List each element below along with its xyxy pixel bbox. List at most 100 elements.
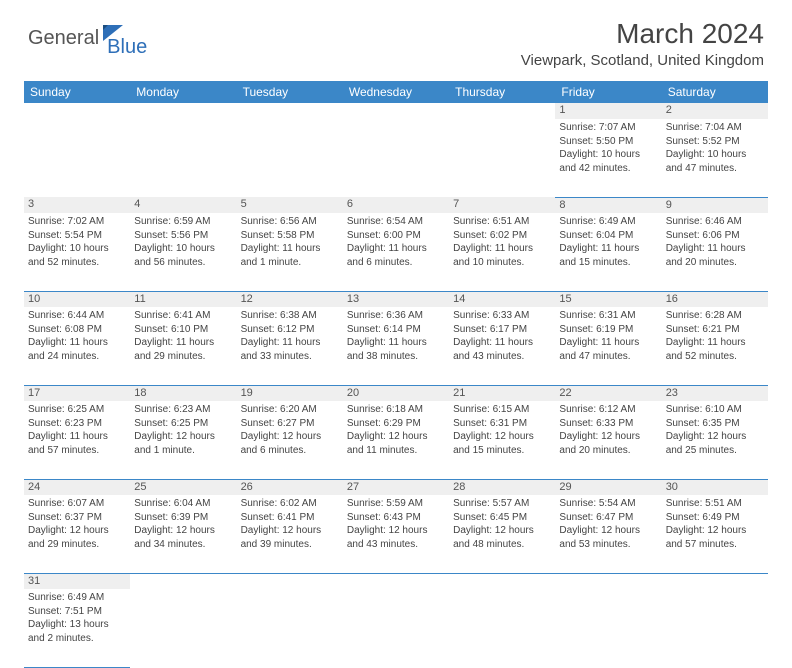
day-number-row: 24252627282930 (24, 479, 768, 495)
d1-text: Daylight: 12 hours (453, 524, 551, 538)
day-cell: Sunrise: 6:20 AMSunset: 6:27 PMDaylight:… (237, 401, 343, 479)
day-content: Sunrise: 7:02 AMSunset: 5:54 PMDaylight:… (24, 213, 130, 272)
sunset-text: Sunset: 5:56 PM (134, 229, 232, 243)
sunset-text: Sunset: 6:06 PM (666, 229, 764, 243)
d2-text: and 53 minutes. (559, 538, 657, 552)
sunset-text: Sunset: 6:04 PM (559, 229, 657, 243)
d1-text: Daylight: 10 hours (666, 148, 764, 162)
title-block: March 2024 Viewpark, Scotland, United Ki… (521, 18, 764, 69)
day-cell: Sunrise: 5:54 AMSunset: 6:47 PMDaylight:… (555, 495, 661, 573)
day-number-cell: 6 (343, 197, 449, 213)
day-number-cell: 27 (343, 479, 449, 495)
day-number-cell: 10 (24, 291, 130, 307)
day-number-cell: 26 (237, 479, 343, 495)
day-cell: Sunrise: 7:04 AMSunset: 5:52 PMDaylight:… (662, 119, 768, 197)
day-header: Saturday (662, 81, 768, 103)
d2-text: and 42 minutes. (559, 162, 657, 176)
day-cell: Sunrise: 6:25 AMSunset: 6:23 PMDaylight:… (24, 401, 130, 479)
week-row: Sunrise: 6:25 AMSunset: 6:23 PMDaylight:… (24, 401, 768, 479)
sunrise-text: Sunrise: 6:07 AM (28, 497, 126, 511)
d2-text: and 33 minutes. (241, 350, 339, 364)
sunrise-text: Sunrise: 6:49 AM (28, 591, 126, 605)
d2-text: and 29 minutes. (28, 538, 126, 552)
day-number-cell: 22 (555, 385, 661, 401)
day-cell (343, 589, 449, 667)
day-cell: Sunrise: 6:18 AMSunset: 6:29 PMDaylight:… (343, 401, 449, 479)
sunset-text: Sunset: 6:47 PM (559, 511, 657, 525)
d2-text: and 48 minutes. (453, 538, 551, 552)
d1-text: Daylight: 12 hours (134, 430, 232, 444)
sunrise-text: Sunrise: 6:02 AM (241, 497, 339, 511)
d2-text: and 1 minute. (241, 256, 339, 270)
day-cell: Sunrise: 6:49 AMSunset: 7:51 PMDaylight:… (24, 589, 130, 667)
day-number-cell (237, 103, 343, 119)
sunset-text: Sunset: 6:45 PM (453, 511, 551, 525)
sunrise-text: Sunrise: 7:07 AM (559, 121, 657, 135)
d1-text: Daylight: 11 hours (347, 242, 445, 256)
day-cell (662, 589, 768, 667)
day-number-cell: 21 (449, 385, 555, 401)
day-header: Monday (130, 81, 236, 103)
d2-text: and 57 minutes. (666, 538, 764, 552)
day-number-cell: 18 (130, 385, 236, 401)
d1-text: Daylight: 12 hours (347, 524, 445, 538)
sunset-text: Sunset: 6:27 PM (241, 417, 339, 431)
sunrise-text: Sunrise: 6:38 AM (241, 309, 339, 323)
sunset-text: Sunset: 6:33 PM (559, 417, 657, 431)
sunrise-text: Sunrise: 6:10 AM (666, 403, 764, 417)
day-number-row: 10111213141516 (24, 291, 768, 307)
sunrise-text: Sunrise: 5:57 AM (453, 497, 551, 511)
d2-text: and 20 minutes. (666, 256, 764, 270)
d2-text: and 29 minutes. (134, 350, 232, 364)
d1-text: Daylight: 11 hours (453, 242, 551, 256)
sunrise-text: Sunrise: 6:36 AM (347, 309, 445, 323)
day-number-cell (449, 573, 555, 589)
sunrise-text: Sunrise: 6:20 AM (241, 403, 339, 417)
day-number-cell: 14 (449, 291, 555, 307)
day-cell (237, 119, 343, 197)
d2-text: and 24 minutes. (28, 350, 126, 364)
d2-text: and 6 minutes. (347, 256, 445, 270)
d2-text: and 47 minutes. (666, 162, 764, 176)
day-content: Sunrise: 6:12 AMSunset: 6:33 PMDaylight:… (555, 401, 661, 460)
day-content: Sunrise: 6:04 AMSunset: 6:39 PMDaylight:… (130, 495, 236, 554)
day-cell: Sunrise: 6:15 AMSunset: 6:31 PMDaylight:… (449, 401, 555, 479)
d1-text: Daylight: 12 hours (559, 430, 657, 444)
d2-text: and 2 minutes. (28, 632, 126, 646)
day-cell (555, 589, 661, 667)
week-row: Sunrise: 6:07 AMSunset: 6:37 PM Daylight:… (24, 495, 768, 573)
day-content: Sunrise: 6:25 AMSunset: 6:23 PMDaylight:… (24, 401, 130, 460)
d1-text: Daylight: 11 hours (241, 336, 339, 350)
sunrise-text: Sunrise: 6:59 AM (134, 215, 232, 229)
day-content: Sunrise: 6:31 AMSunset: 6:19 PMDaylight:… (555, 307, 661, 366)
d1-text: Daylight: 12 hours (453, 430, 551, 444)
day-number-cell: 9 (662, 197, 768, 213)
day-content: Sunrise: 6:02 AMSunset: 6:41 PMDaylight:… (237, 495, 343, 554)
day-content: Sunrise: 5:57 AMSunset: 6:45 PMDaylight:… (449, 495, 555, 554)
day-cell (130, 119, 236, 197)
sunset-text: Sunset: 6:12 PM (241, 323, 339, 337)
day-cell: Sunrise: 6:31 AMSunset: 6:19 PMDaylight:… (555, 307, 661, 385)
day-content: Sunrise: 6:10 AMSunset: 6:35 PMDaylight:… (662, 401, 768, 460)
day-cell: Sunrise: 6:41 AMSunset: 6:10 PMDaylight:… (130, 307, 236, 385)
day-cell: Sunrise: 6:10 AMSunset: 6:35 PMDaylight:… (662, 401, 768, 479)
day-content: Sunrise: 6:23 AMSunset: 6:25 PMDaylight:… (130, 401, 236, 460)
day-number-cell: 25 (130, 479, 236, 495)
day-cell: Sunrise: 6:46 AMSunset: 6:06 PMDaylight:… (662, 213, 768, 291)
day-content: Sunrise: 5:59 AMSunset: 6:43 PMDaylight:… (343, 495, 449, 554)
day-cell: Sunrise: 7:02 AMSunset: 5:54 PMDaylight:… (24, 213, 130, 291)
sunset-text: Sunset: 6:37 PM (28, 511, 126, 525)
d1-text: Daylight: 11 hours (347, 336, 445, 350)
day-content: Sunrise: 7:07 AMSunset: 5:50 PMDaylight:… (555, 119, 661, 178)
day-content: Sunrise: 6:54 AMSunset: 6:00 PMDaylight:… (343, 213, 449, 272)
day-number-cell: 29 (555, 479, 661, 495)
day-header: Tuesday (237, 81, 343, 103)
d2-text: and 52 minutes. (28, 256, 126, 270)
d1-text: Daylight: 11 hours (28, 430, 126, 444)
sunset-text: Sunset: 6:49 PM (666, 511, 764, 525)
day-number-cell: 11 (130, 291, 236, 307)
d2-text: and 25 minutes. (666, 444, 764, 458)
day-content: Sunrise: 7:04 AMSunset: 5:52 PMDaylight:… (662, 119, 768, 178)
day-content: Sunrise: 6:49 AMSunset: 7:51 PMDaylight:… (24, 589, 130, 648)
day-content: Sunrise: 6:38 AMSunset: 6:12 PMDaylight:… (237, 307, 343, 366)
